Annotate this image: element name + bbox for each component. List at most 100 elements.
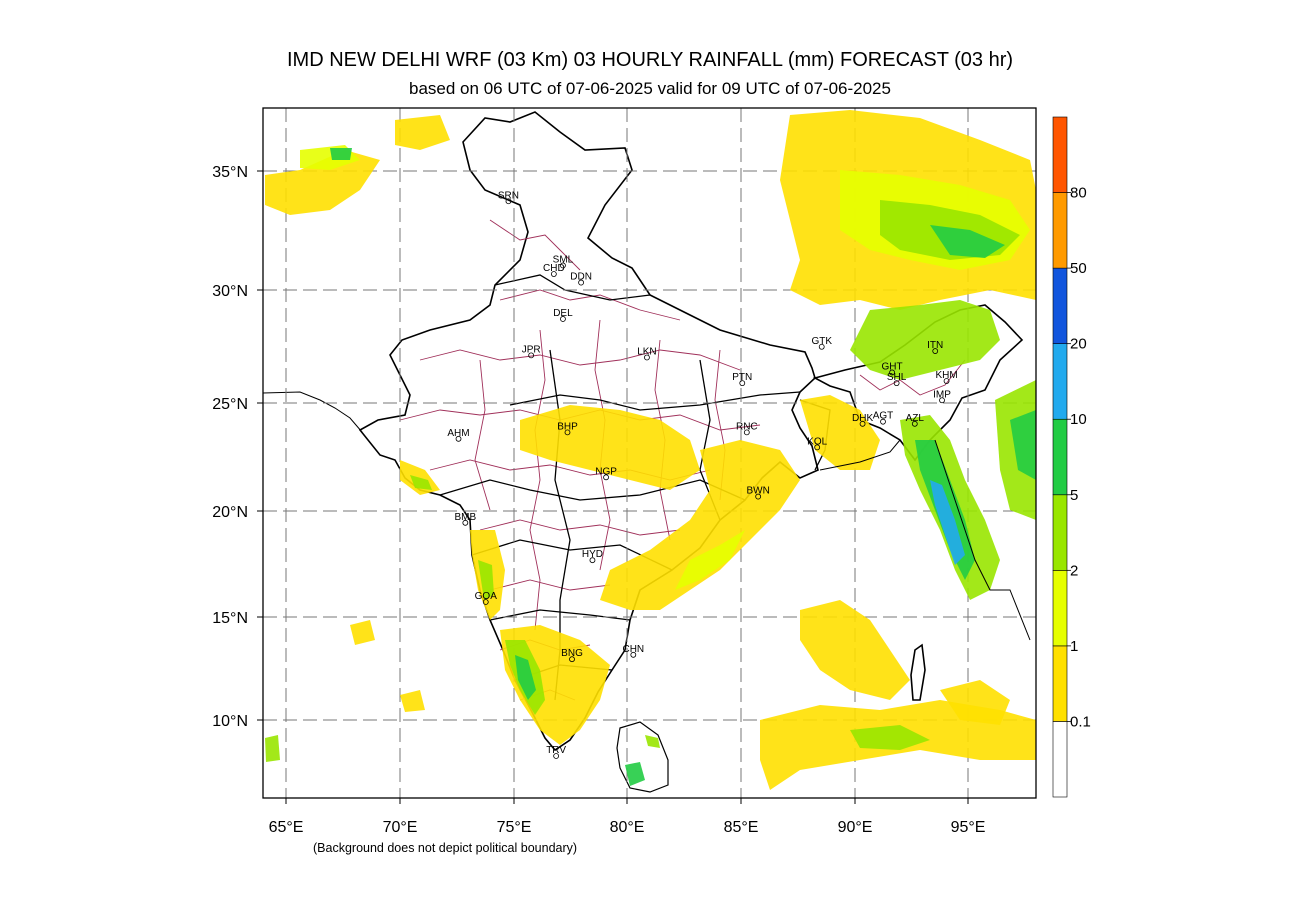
colorbar: 0.1 1 2 5 10 20 50 80 — [1052, 116, 1091, 798]
city-marker-bhp — [564, 429, 571, 436]
colorbar-label-2: 2 — [1070, 562, 1078, 579]
boundary-footnote: (Background does not depict political bo… — [313, 841, 578, 855]
city-marker-azl — [911, 420, 918, 427]
city-label-shl: SHL — [887, 372, 907, 383]
city-marker-ddn — [578, 279, 584, 286]
colorbar-label-4: 10 — [1070, 411, 1087, 428]
city-label-rnc: RNC — [736, 421, 758, 432]
city-label-chd: CHD — [543, 263, 565, 274]
city-label-ahm: AHM — [447, 428, 469, 439]
city-label-srn: SRN — [498, 190, 519, 201]
city-marker-shl — [893, 380, 900, 387]
andaman-islands — [910, 643, 926, 701]
city-label-gtk: GTK — [811, 336, 832, 347]
city-marker-gtk — [818, 343, 825, 350]
city-label-itn: ITN — [927, 340, 943, 351]
lon-label-95: 95°E — [951, 819, 986, 836]
city-label-ght: GHT — [882, 361, 903, 372]
colorbar-label-5: 20 — [1070, 336, 1087, 353]
colorbar-segment-0 — [1052, 721, 1068, 798]
city-marker-del — [560, 316, 566, 322]
myanmar-coastline — [934, 439, 1031, 641]
colorbar-segment-6 — [1052, 267, 1068, 344]
city-label-azl: AZL — [906, 413, 925, 424]
city-label-goa: GOA — [475, 591, 498, 602]
city-label-agt: AGT — [873, 411, 894, 422]
colorbar-label-1: 1 — [1070, 638, 1078, 655]
city-marker-ngp — [603, 474, 609, 481]
city-marker-hyd — [589, 557, 596, 564]
lon-label-70: 70°E — [383, 819, 418, 836]
city-marker-srn — [505, 198, 512, 205]
lat-label-15: 15°N — [212, 610, 248, 627]
city-marker-bmb — [462, 519, 469, 526]
rainfall-shading — [265, 110, 1036, 790]
city-marker-trv — [553, 753, 560, 759]
city-label-dhk: DHK — [852, 413, 873, 424]
city-label-bmb: BMB — [454, 512, 476, 523]
sri-lanka-outline — [616, 721, 669, 793]
colorbar-segment-2 — [1052, 570, 1068, 647]
plot-frame — [262, 107, 1037, 799]
city-label-imp: IMP — [933, 389, 951, 400]
city-marker-imp — [939, 397, 945, 404]
city-label-trv: TRV — [546, 745, 566, 756]
axis-ticks — [257, 170, 969, 804]
city-marker-agt — [880, 418, 886, 425]
colorbar-segment-4 — [1052, 418, 1068, 496]
lat-label-30: 30°N — [212, 283, 248, 300]
city-marker-dhk — [859, 420, 866, 427]
city-marker-lkn — [644, 354, 650, 361]
colorbar-label-7: 80 — [1070, 185, 1087, 202]
city-marker-sml — [560, 262, 566, 269]
city-marker-itn — [932, 348, 939, 354]
city-marker-rnc — [743, 429, 750, 436]
city-marker-ght — [889, 369, 895, 376]
city-label-hyd: HYD — [582, 549, 603, 560]
city-label-khm: KHM — [935, 370, 957, 381]
colorbar-segment-5 — [1052, 343, 1068, 420]
city-label-ngp: NGP — [595, 466, 617, 477]
city-label-bhp: BHP — [557, 421, 578, 432]
city-marker-kol — [814, 444, 821, 451]
city-marker-bng — [569, 656, 575, 663]
city-label-sml: SML — [553, 254, 574, 265]
lat-label-10: 10°N — [212, 713, 248, 730]
colorbar-segment-7 — [1052, 192, 1068, 269]
colorbar-label-3: 5 — [1070, 487, 1078, 504]
city-label-bwn: BWN — [746, 486, 769, 497]
lon-label-65: 65°E — [269, 819, 304, 836]
city-label-kol: KOL — [807, 436, 827, 447]
map-title: IMD NEW DELHI WRF (03 Km) 03 HOURLY RAIN… — [286, 49, 1014, 71]
colorbar-label-0: 0.1 — [1070, 713, 1091, 730]
bay-coastline — [819, 439, 901, 471]
city-label-del: DEL — [553, 308, 573, 319]
city-marker-ptn — [739, 380, 746, 387]
west-border-line — [263, 391, 363, 433]
colorbar-segment-8 — [1052, 116, 1068, 193]
lon-label-85: 85°E — [724, 819, 759, 836]
city-label-lkn: LKN — [637, 346, 656, 357]
city-label-jpr: JPR — [522, 344, 541, 355]
city-marker-chd — [550, 271, 557, 277]
city-label-ptn: PTN — [732, 372, 752, 383]
colorbar-label-6: 50 — [1070, 260, 1087, 277]
city-marker-goa — [482, 599, 489, 605]
colorbar-segment-3 — [1052, 494, 1068, 571]
map-subtitle: based on 06 UTC of 07-06-2025 valid for … — [409, 79, 891, 98]
lon-label-90: 90°E — [838, 819, 873, 836]
city-marker-bwn — [755, 493, 762, 500]
lat-label-35: 35°N — [212, 164, 248, 181]
city-marker-khm — [943, 378, 950, 384]
colorbar-segment-1 — [1052, 645, 1068, 722]
lat-label-25: 25°N — [212, 396, 248, 413]
city-marker-chn — [630, 651, 637, 658]
lon-label-75: 75°E — [497, 819, 532, 836]
city-label-bng: BNG — [561, 648, 583, 659]
city-label-ddn: DDN — [570, 272, 592, 283]
lat-label-20: 20°N — [212, 504, 248, 521]
city-label-chn: CHN — [622, 644, 644, 655]
